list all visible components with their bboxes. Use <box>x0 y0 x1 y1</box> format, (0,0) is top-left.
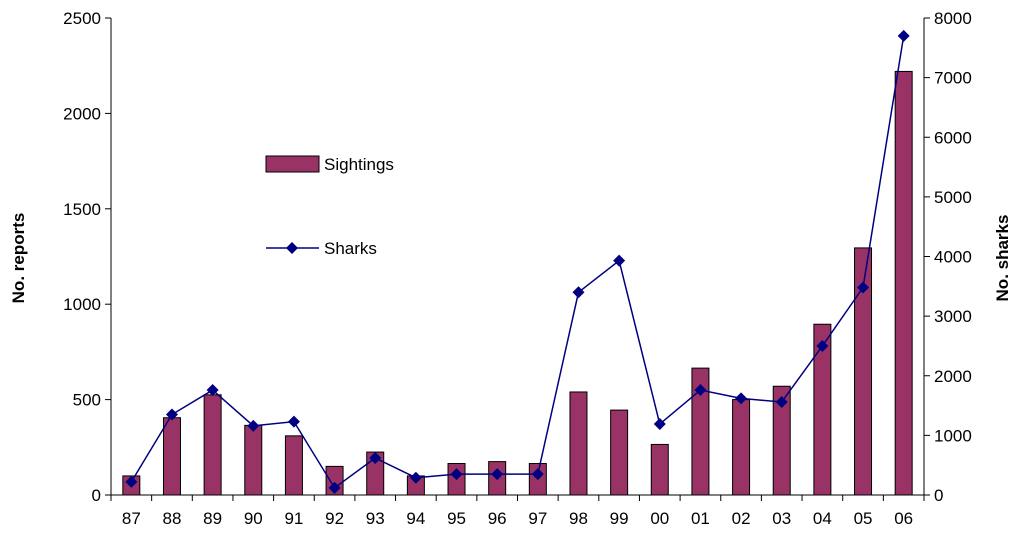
right-tick-label: 4000 <box>934 248 972 267</box>
left-tick-label: 2500 <box>63 9 101 28</box>
sharks-point <box>328 481 341 494</box>
left-tick-label: 1500 <box>63 200 101 219</box>
left-tick-label: 500 <box>73 391 101 410</box>
x-tick-label: 99 <box>610 509 629 528</box>
sharks-point <box>531 468 544 481</box>
sharks-point <box>409 471 422 484</box>
x-tick-label: 92 <box>325 509 344 528</box>
sharks-point <box>613 254 626 267</box>
sightings-bar <box>732 399 751 496</box>
x-tick-label: 06 <box>894 509 913 528</box>
sharks-point <box>287 415 300 428</box>
right-axis-title: No. sharks <box>993 215 1012 302</box>
legend-label-sharks: Sharks <box>324 239 377 258</box>
x-tick-label: 91 <box>284 509 303 528</box>
sharks-point <box>735 392 748 405</box>
left-tick-label: 2000 <box>63 104 101 123</box>
sharks-point <box>653 418 666 431</box>
right-tick-label: 8000 <box>934 9 972 28</box>
sharks-point <box>572 286 585 299</box>
x-tick-label: 02 <box>732 509 751 528</box>
sharks-point <box>775 395 788 408</box>
sharks-point <box>450 468 463 481</box>
x-tick-label: 89 <box>203 509 222 528</box>
sharks-point <box>491 468 504 481</box>
sightings-bar <box>894 70 913 496</box>
left-axis-title: No. reports <box>9 213 28 304</box>
x-tick-label: 90 <box>244 509 263 528</box>
x-tick-label: 94 <box>406 509 425 528</box>
x-tick-label: 87 <box>122 509 141 528</box>
sharks-point <box>165 408 178 421</box>
right-tick-label: 2000 <box>934 367 972 386</box>
legend: Sightings Sharks <box>265 155 394 258</box>
right-tick-label: 7000 <box>934 69 972 88</box>
sightings-bar <box>284 435 303 496</box>
axes <box>110 18 925 496</box>
right-tick-label: 3000 <box>934 307 972 326</box>
sharks-point <box>857 281 870 294</box>
x-tick-label: 03 <box>772 509 791 528</box>
x-tick-label: 93 <box>366 509 385 528</box>
left-tick-label: 1000 <box>63 295 101 314</box>
x-axis-ticks: 87 88 89 90 91 92 93 94 95 96 97 98 99 00 01 02 03 04 05 06 <box>110 495 925 528</box>
x-tick-label: 05 <box>854 509 873 528</box>
x-tick-label: 95 <box>447 509 466 528</box>
x-tick-label: 01 <box>691 509 710 528</box>
sharks-point <box>694 384 707 397</box>
sightings-bar <box>162 417 181 496</box>
x-tick-label: 00 <box>650 509 669 528</box>
sharks-point <box>247 419 260 432</box>
right-axis-ticks: 0 1000 2000 3000 4000 5000 6000 7000 8000 <box>924 9 972 505</box>
sightings-bars <box>122 70 913 496</box>
sightings-bar <box>244 424 263 496</box>
legend-label-sightings: Sightings <box>324 155 394 174</box>
sharks-point <box>816 339 829 352</box>
sharks-line-series <box>125 29 910 494</box>
right-tick-label: 5000 <box>934 188 972 207</box>
sharks-point <box>125 475 138 488</box>
right-tick-label: 0 <box>934 486 943 505</box>
legend-marker-sharks <box>286 242 298 254</box>
sightings-bar <box>569 391 588 496</box>
sightings-bar <box>610 409 629 496</box>
sharks-point <box>897 29 910 42</box>
plot-area <box>122 29 913 496</box>
right-tick-label: 1000 <box>934 426 972 445</box>
legend-swatch-sightings <box>265 155 320 173</box>
sharks-point <box>369 452 382 465</box>
x-tick-label: 04 <box>813 509 832 528</box>
left-tick-label: 0 <box>92 486 101 505</box>
sharks-line <box>130 35 905 489</box>
sightings-bar <box>203 394 222 496</box>
left-axis-ticks: 0 500 1000 1500 2000 2500 <box>63 9 111 505</box>
right-tick-label: 6000 <box>934 128 972 147</box>
sharks-point <box>206 384 219 397</box>
x-tick-label: 97 <box>528 509 547 528</box>
x-tick-label: 96 <box>488 509 507 528</box>
x-tick-label: 98 <box>569 509 588 528</box>
x-tick-label: 88 <box>163 509 182 528</box>
sightings-bar <box>650 443 669 496</box>
